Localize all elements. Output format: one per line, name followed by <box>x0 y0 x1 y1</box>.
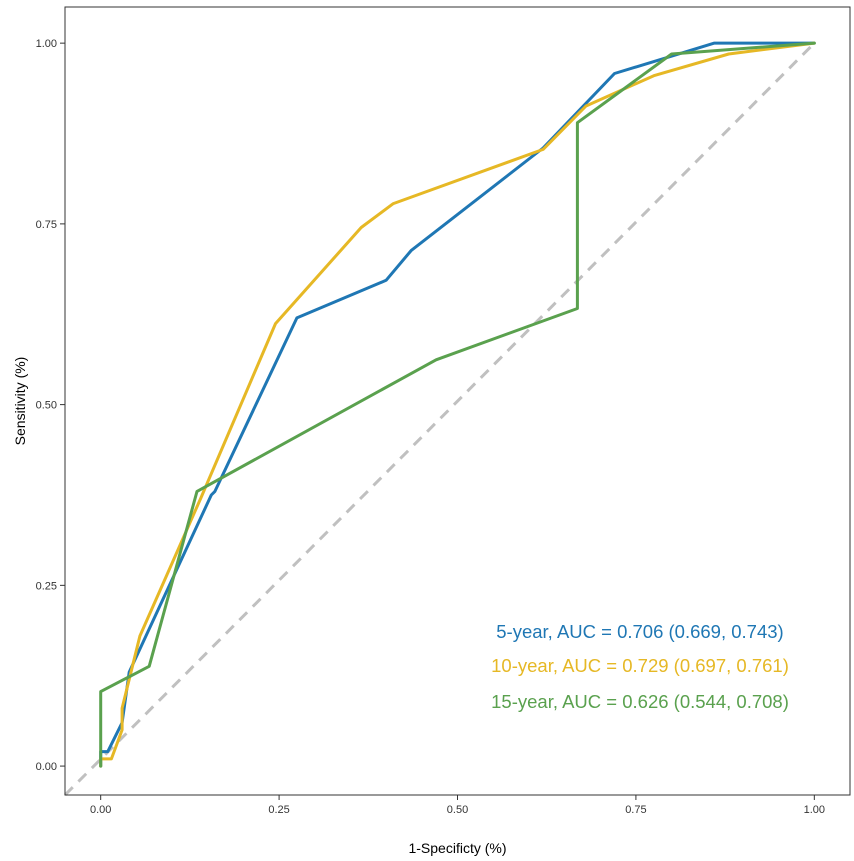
y-tick-label: 0.50 <box>36 400 57 412</box>
y-tick-label: 0.00 <box>36 761 57 773</box>
y-axis-title: Sensitivity (%) <box>12 357 28 446</box>
legend-entry-10-year: 10-year, AUC = 0.729 (0.697, 0.761) <box>491 655 789 676</box>
roc-series-layer <box>99 41 816 768</box>
x-tick-label: 0.00 <box>90 804 111 816</box>
roc-line-15-year <box>99 41 816 768</box>
x-tick-label: 0.50 <box>447 804 468 816</box>
legend-entry-15-year: 15-year, AUC = 0.626 (0.544, 0.708) <box>491 691 789 712</box>
roc-line-5-year <box>99 41 816 768</box>
legend: 5-year, AUC = 0.706 (0.669, 0.743) 10-ye… <box>491 621 789 712</box>
x-tick-label: 0.25 <box>268 804 289 816</box>
legend-entry-5-year: 5-year, AUC = 0.706 (0.669, 0.743) <box>496 621 783 642</box>
y-axis-ticks: 0.00 0.25 0.50 0.75 1.00 <box>36 38 65 773</box>
y-tick-label: 0.25 <box>36 580 57 592</box>
x-tick-label: 1.00 <box>804 804 825 816</box>
reference-diagonal-line <box>63 42 816 797</box>
y-tick-label: 0.75 <box>36 219 57 231</box>
x-axis-ticks: 0.00 0.25 0.50 0.75 1.00 <box>90 795 825 816</box>
roc-line-10-year <box>99 41 816 768</box>
y-tick-label: 1.00 <box>36 38 57 50</box>
reference-diagonal-layer <box>63 42 816 797</box>
x-tick-label: 0.75 <box>625 804 646 816</box>
x-axis-title: 1-Specificty (%) <box>408 840 506 856</box>
